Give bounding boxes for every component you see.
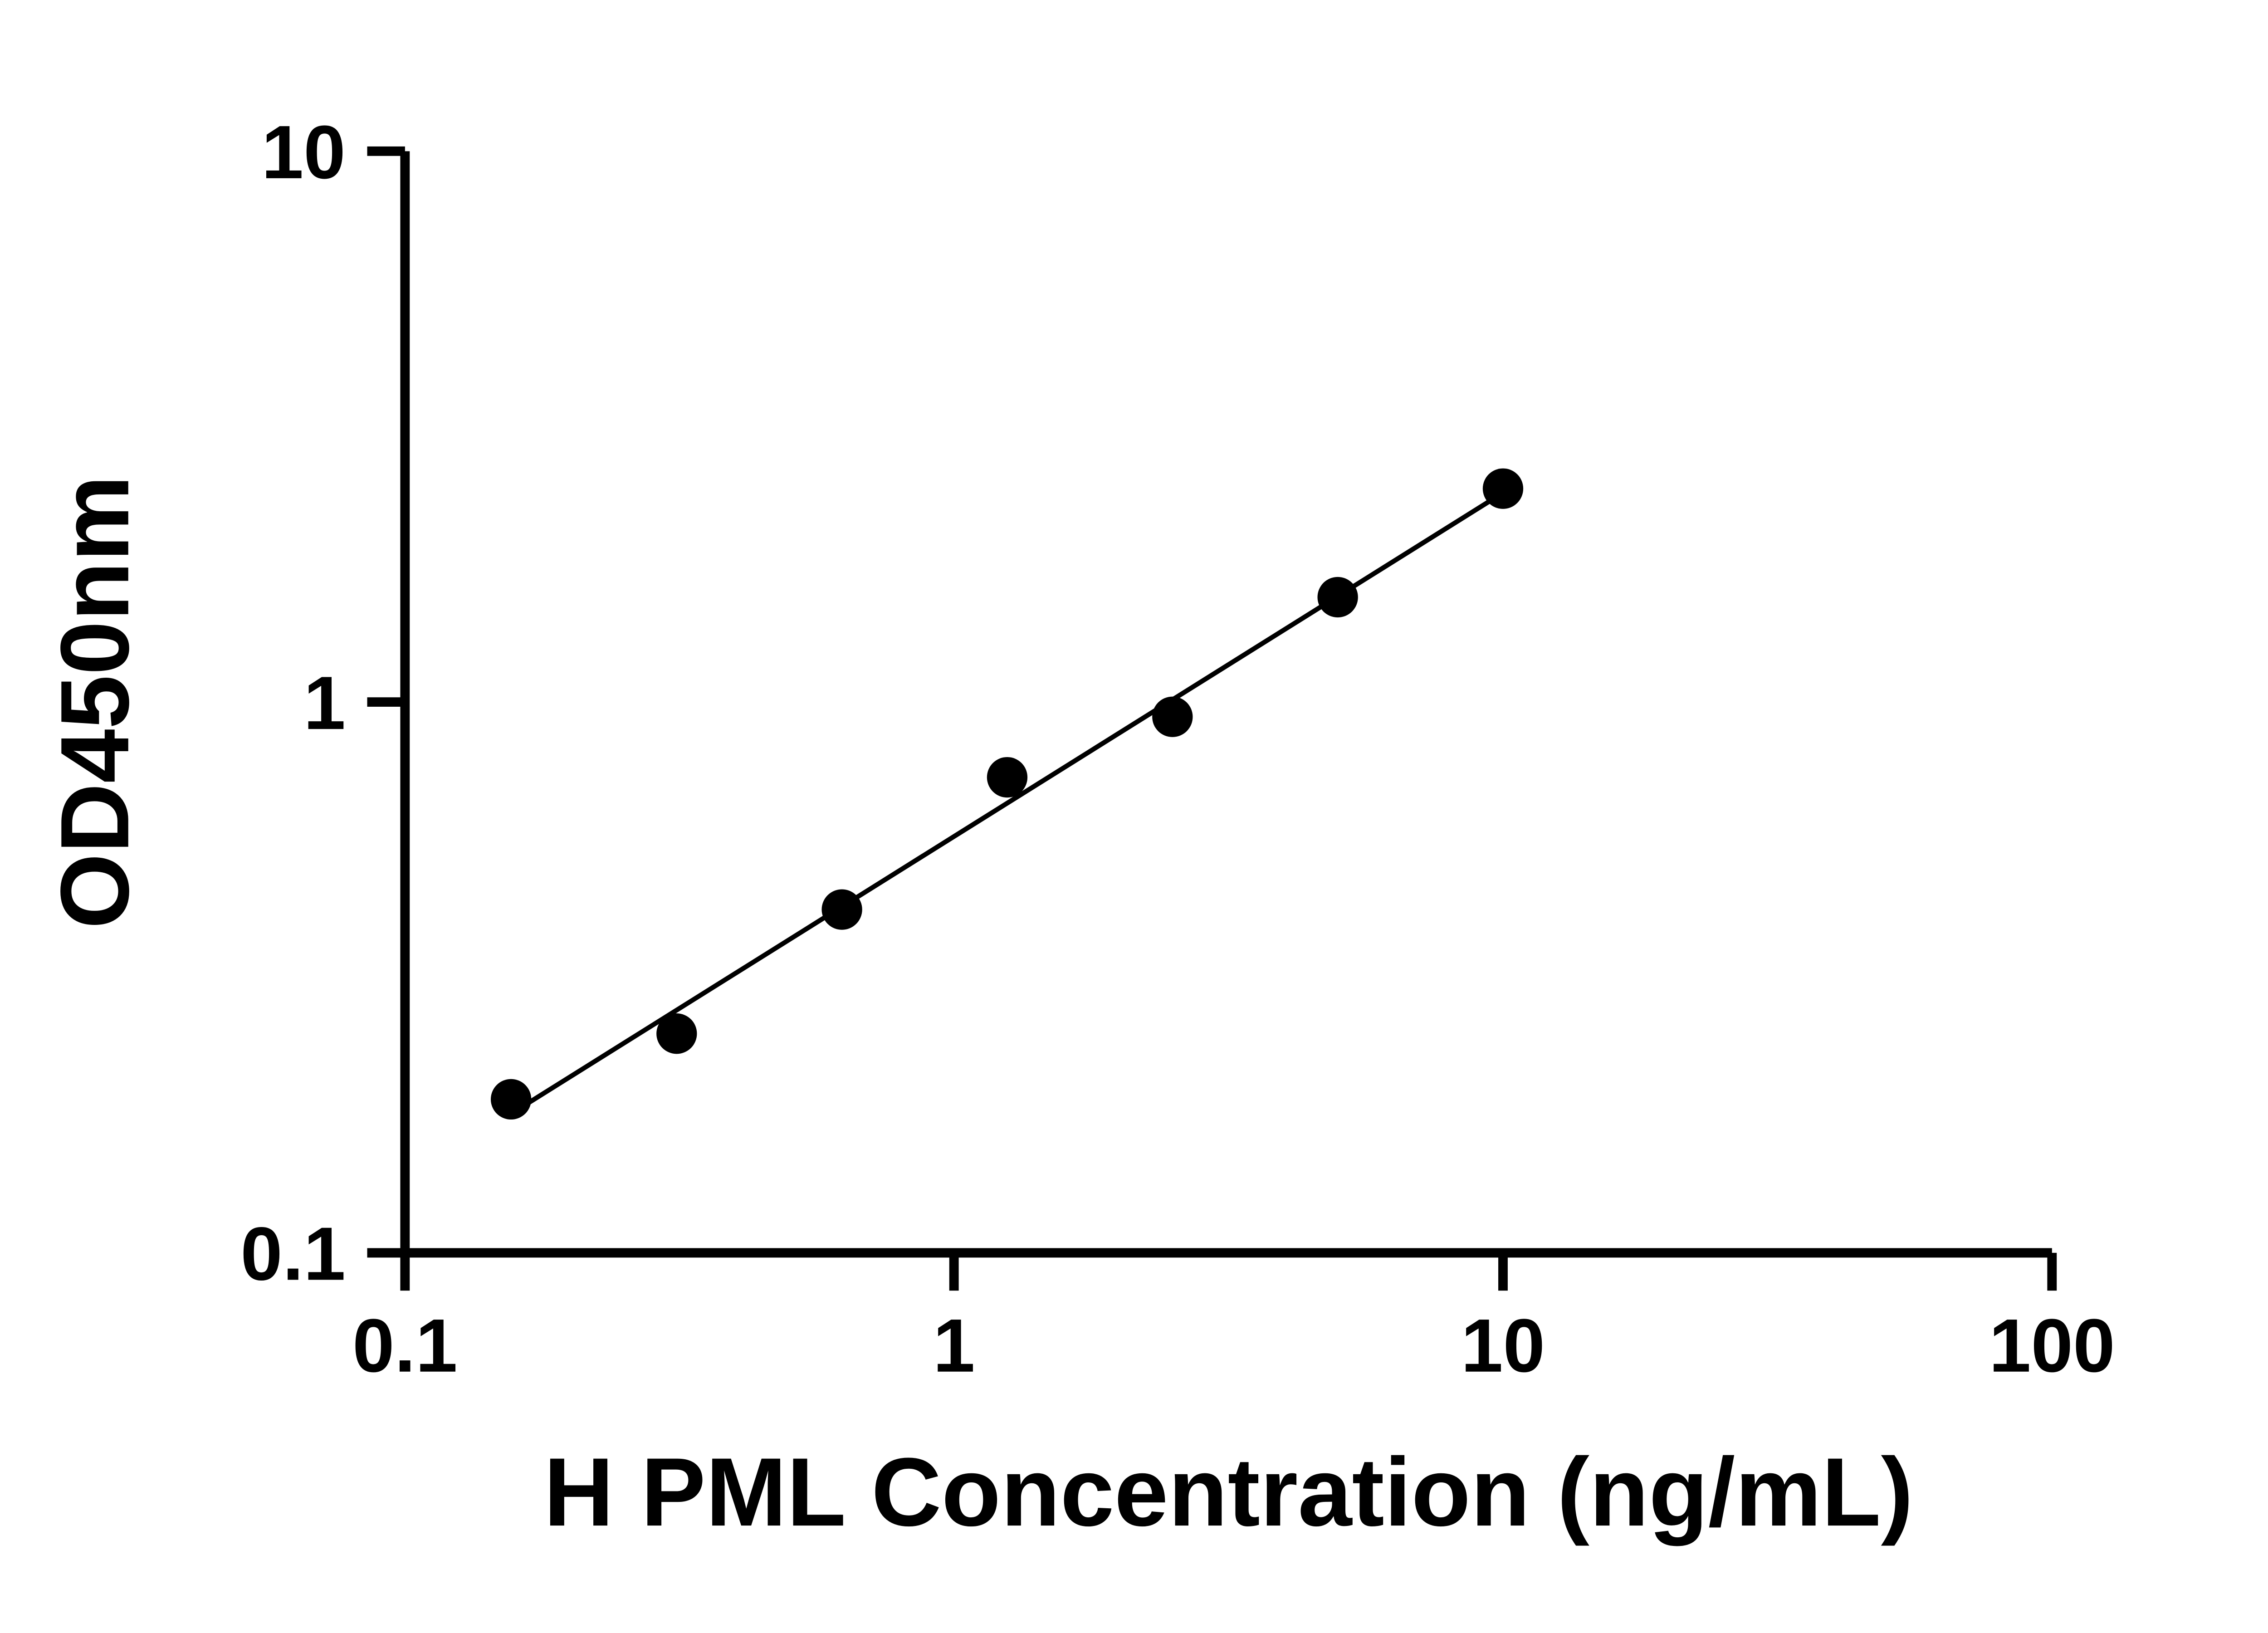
x-tick-label: 1 (933, 1304, 975, 1388)
data-point (1482, 468, 1524, 509)
x-tick-label: 100 (1989, 1304, 2115, 1388)
data-point (656, 1013, 697, 1054)
data-point (987, 757, 1028, 798)
y-tick-label: 10 (262, 110, 346, 195)
data-point (821, 889, 862, 930)
y-axis-title: OD450nm (41, 475, 149, 929)
y-tick-label: 0.1 (240, 1212, 346, 1296)
data-point (1152, 696, 1193, 737)
axes-frame (400, 151, 2052, 1258)
data-point (490, 1079, 532, 1120)
x-tick-label: 10 (1461, 1304, 1545, 1388)
data-point (1317, 577, 1358, 618)
x-tick-label: 0.1 (352, 1304, 458, 1388)
y-tick-label: 1 (303, 661, 346, 745)
plot-area: 0.1 1 10 100 0.1 1 10 (240, 110, 2115, 1388)
x-axis-title: H PML Concentration (ng/mL) (544, 1438, 1913, 1546)
